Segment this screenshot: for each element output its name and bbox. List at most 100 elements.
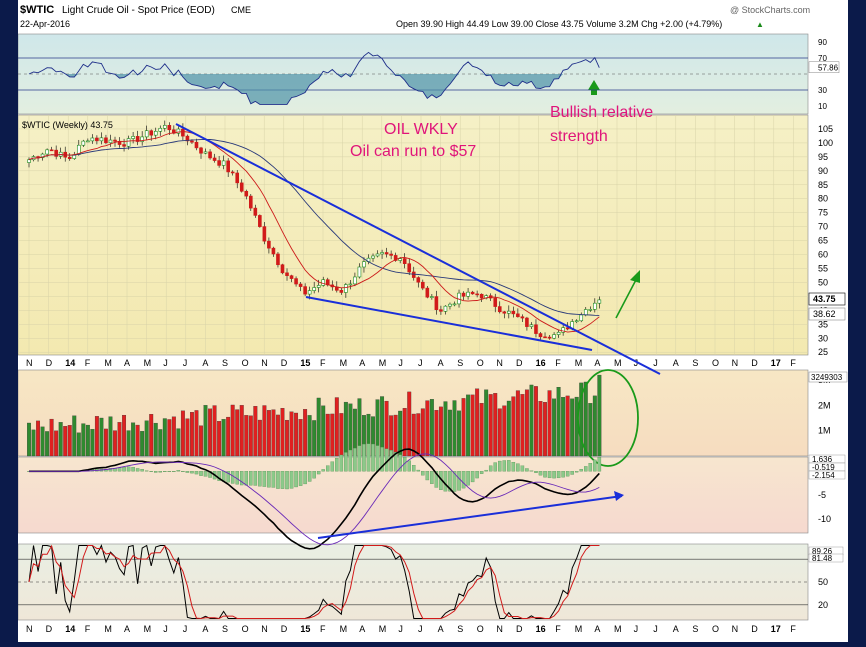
price-tick-label: 100 (818, 138, 833, 148)
x-tick-bottom-label: 14 (65, 624, 75, 634)
volume-bar (99, 417, 104, 457)
candle-body (185, 135, 190, 142)
macd-histogram-bar (131, 467, 135, 472)
volume-bar (434, 410, 439, 457)
candle-body (212, 157, 217, 161)
price-series-label: $WTIC (Weekly) 43.75 (22, 120, 113, 130)
candle-body (448, 303, 452, 307)
macd-histogram-bar (547, 471, 552, 479)
x-tick-top-label: S (222, 358, 228, 368)
x-tick-bottom-label: S (222, 624, 228, 634)
candle-body (547, 336, 552, 339)
candle-body (289, 275, 294, 279)
candle-body (312, 287, 316, 291)
candle-body (534, 324, 538, 334)
volume-bar (538, 401, 543, 457)
macd-histogram-bar (172, 471, 176, 472)
volume-bar (411, 413, 416, 457)
volume-bar (131, 422, 136, 457)
macd-divergence-line (317, 495, 623, 539)
volume-bars (27, 374, 602, 457)
macd-histogram-bar (407, 460, 411, 472)
macd-histogram-bar (375, 445, 380, 472)
x-tick-top-label: J (163, 358, 168, 368)
rsi-value-label: 57.86 (818, 64, 839, 73)
volume-bar (280, 407, 285, 457)
candle-body (556, 331, 561, 335)
volume-bar (524, 389, 529, 457)
macd-signal-line (29, 453, 600, 546)
ma-value-label: 38.62 (813, 309, 836, 319)
volume-bar (253, 406, 258, 457)
x-tick-top-label: 15 (300, 358, 310, 368)
macd-histogram-bar (552, 471, 556, 479)
candle-body (108, 139, 113, 144)
macd-histogram-bar (163, 471, 167, 472)
candle-body (149, 130, 154, 136)
candle-body (153, 131, 158, 136)
x-tick-top-label: D (751, 358, 758, 368)
candle-body (348, 283, 353, 286)
x-tick-bottom-label: N (26, 624, 33, 634)
candle-body (421, 281, 425, 289)
chart-symbol: $WTIC (20, 4, 54, 16)
price-panel (17, 114, 809, 356)
stock-chart: $WTIC Light Crude Oil - Spot Price (EOD)… (17, 0, 848, 642)
x-tick-top-label: A (673, 358, 679, 368)
volume-bar (58, 422, 63, 457)
x-tick-top-label: S (457, 358, 463, 368)
price-tick-label: 65 (818, 236, 828, 246)
x-tick-top-label: F (790, 358, 796, 368)
x-tick-bottom-label: M (379, 624, 387, 634)
candle-body (271, 247, 276, 255)
x-tick-top-label: D (46, 358, 53, 368)
macd-histogram-bar (588, 463, 593, 472)
candle-body (493, 297, 498, 307)
x-tick-top-label: M (614, 358, 622, 368)
volume-bar (276, 414, 280, 457)
candle-body (371, 255, 375, 259)
volume-bar (325, 413, 330, 457)
macd-histogram-bar (307, 471, 312, 482)
volume-bar (570, 398, 575, 457)
x-tick-bottom-label: A (673, 624, 679, 634)
volume-bar (176, 428, 181, 457)
x-tick-top-label: 17 (771, 358, 781, 368)
volume-bar (31, 429, 36, 457)
volume-bar (294, 412, 299, 457)
volume-bar (235, 409, 240, 457)
volume-bar (303, 409, 308, 457)
candle-body (443, 305, 448, 312)
volume-bar (149, 414, 154, 457)
macd-histogram-bar (416, 469, 421, 472)
macd-histogram-bar (362, 443, 366, 472)
macd-histogram-bar (393, 451, 398, 472)
x-tick-bottom-label: N (496, 624, 503, 634)
candle-body (565, 327, 570, 330)
macd-histogram-bar (190, 471, 194, 474)
macd-histogram-bar (276, 471, 280, 489)
macd-histogram-bar (425, 471, 430, 481)
volume-bar (389, 415, 394, 457)
macd-value-label: -2.154 (812, 471, 835, 480)
last-price-box (808, 292, 846, 306)
volume-bar (117, 422, 122, 457)
candle-body (104, 137, 108, 144)
candle-body (194, 141, 199, 149)
macd-histogram-bar (534, 471, 538, 473)
volume-bar (257, 419, 262, 457)
macd-histogram-bar (330, 461, 335, 472)
volume-bar (180, 410, 185, 457)
volume-bar (45, 431, 50, 457)
volume-bar (470, 394, 475, 457)
volume-value-box (808, 371, 848, 383)
stochastic-d-line (28, 544, 600, 620)
volume-bar (221, 419, 226, 457)
macd-histogram-bar (556, 471, 561, 479)
candle-body (561, 327, 565, 333)
candle-body (393, 255, 398, 261)
ohlc-readout: Open 39.90 High 44.49 Low 39.00 Close 43… (396, 19, 722, 29)
macd-histogram-bar (579, 469, 583, 472)
candle-body (221, 160, 226, 166)
volume-tick-label: 1M (818, 426, 831, 436)
